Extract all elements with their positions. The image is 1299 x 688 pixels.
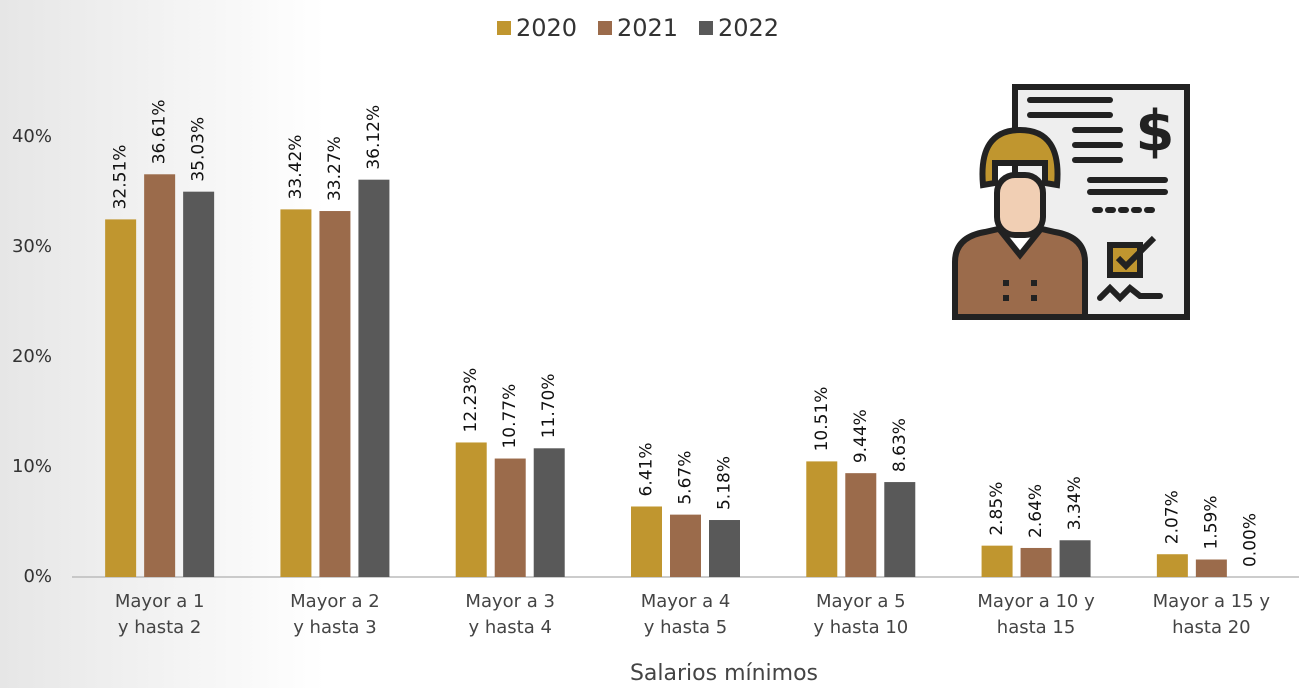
- y-tick-label: 10%: [12, 456, 52, 477]
- bar: [494, 458, 526, 577]
- value-label: 9.44%: [851, 409, 871, 463]
- value-label: 36.61%: [150, 99, 170, 164]
- bar: [709, 520, 740, 577]
- x-tick-label: hasta 20: [1172, 617, 1251, 638]
- bar: [631, 506, 662, 577]
- value-label: 1.59%: [1201, 495, 1221, 549]
- value-label: 8.63%: [890, 418, 910, 472]
- value-label: 0.00%: [1240, 513, 1260, 567]
- x-tick-label: Mayor a 5: [816, 591, 906, 612]
- value-label: 10.51%: [812, 387, 832, 452]
- bar: [845, 473, 877, 577]
- bar: [358, 179, 390, 577]
- value-label: 11.70%: [539, 373, 559, 438]
- x-tick-label: hasta 15: [997, 617, 1076, 638]
- value-label: 2.85%: [987, 482, 1007, 536]
- value-label: 6.41%: [637, 442, 657, 496]
- value-label: 3.34%: [1065, 476, 1085, 530]
- x-tick-label: Mayor a 15 y: [1153, 591, 1271, 612]
- bar: [981, 545, 1013, 577]
- value-label: 5.18%: [715, 456, 735, 510]
- bar: [1195, 559, 1227, 577]
- x-tick-label: y hasta 4: [468, 617, 551, 638]
- bar: [319, 211, 351, 577]
- bar: [105, 219, 137, 577]
- y-tick-label: 30%: [12, 236, 52, 257]
- x-tick-label: Mayor a 3: [465, 591, 555, 612]
- legend-label: 2021: [617, 14, 678, 42]
- bar: [1156, 554, 1188, 577]
- bar: [806, 461, 838, 577]
- x-tick-label: y hasta 5: [644, 617, 727, 638]
- x-tick-label: Mayor a 4: [641, 591, 731, 612]
- value-label: 33.27%: [325, 136, 345, 201]
- bar: [1059, 540, 1091, 577]
- y-tick-label: 40%: [12, 126, 52, 147]
- bar: [670, 514, 701, 577]
- x-tick-label: y hasta 2: [118, 617, 201, 638]
- bar: [280, 209, 312, 577]
- x-tick-label: Mayor a 1: [115, 591, 205, 612]
- value-label: 10.77%: [500, 384, 520, 449]
- y-tick-label: 20%: [12, 346, 52, 367]
- icon: $: [952, 84, 1190, 320]
- value-label: 5.67%: [676, 451, 696, 505]
- legend-swatch: [497, 21, 511, 35]
- x-axis-title: Salarios mínimos: [630, 661, 818, 686]
- value-label: 32.51%: [111, 145, 131, 210]
- bar: [144, 174, 176, 578]
- value-label: 12.23%: [461, 368, 481, 433]
- value-label: 2.64%: [1026, 484, 1046, 538]
- bar: [884, 482, 916, 577]
- legend-swatch: [699, 21, 713, 35]
- bar: [533, 448, 565, 577]
- legend-swatch: [598, 21, 612, 35]
- x-tick-label: Mayor a 2: [290, 591, 380, 612]
- value-label: 33.42%: [286, 135, 306, 200]
- legend-label: 2020: [516, 14, 577, 42]
- x-tick-label: y hasta 10: [813, 617, 908, 638]
- value-label: 35.03%: [189, 117, 209, 182]
- x-tick-label: y hasta 3: [293, 617, 376, 638]
- x-tick-label: Mayor a 10 y: [977, 591, 1095, 612]
- legend-label: 2022: [718, 14, 779, 42]
- svg-text:$: $: [1136, 99, 1175, 164]
- bar: [1020, 547, 1052, 577]
- y-tick-label: 0%: [23, 566, 52, 587]
- bar: [183, 191, 215, 578]
- bar: [455, 442, 487, 577]
- value-label: 36.12%: [364, 105, 384, 170]
- value-label: 2.07%: [1162, 490, 1182, 544]
